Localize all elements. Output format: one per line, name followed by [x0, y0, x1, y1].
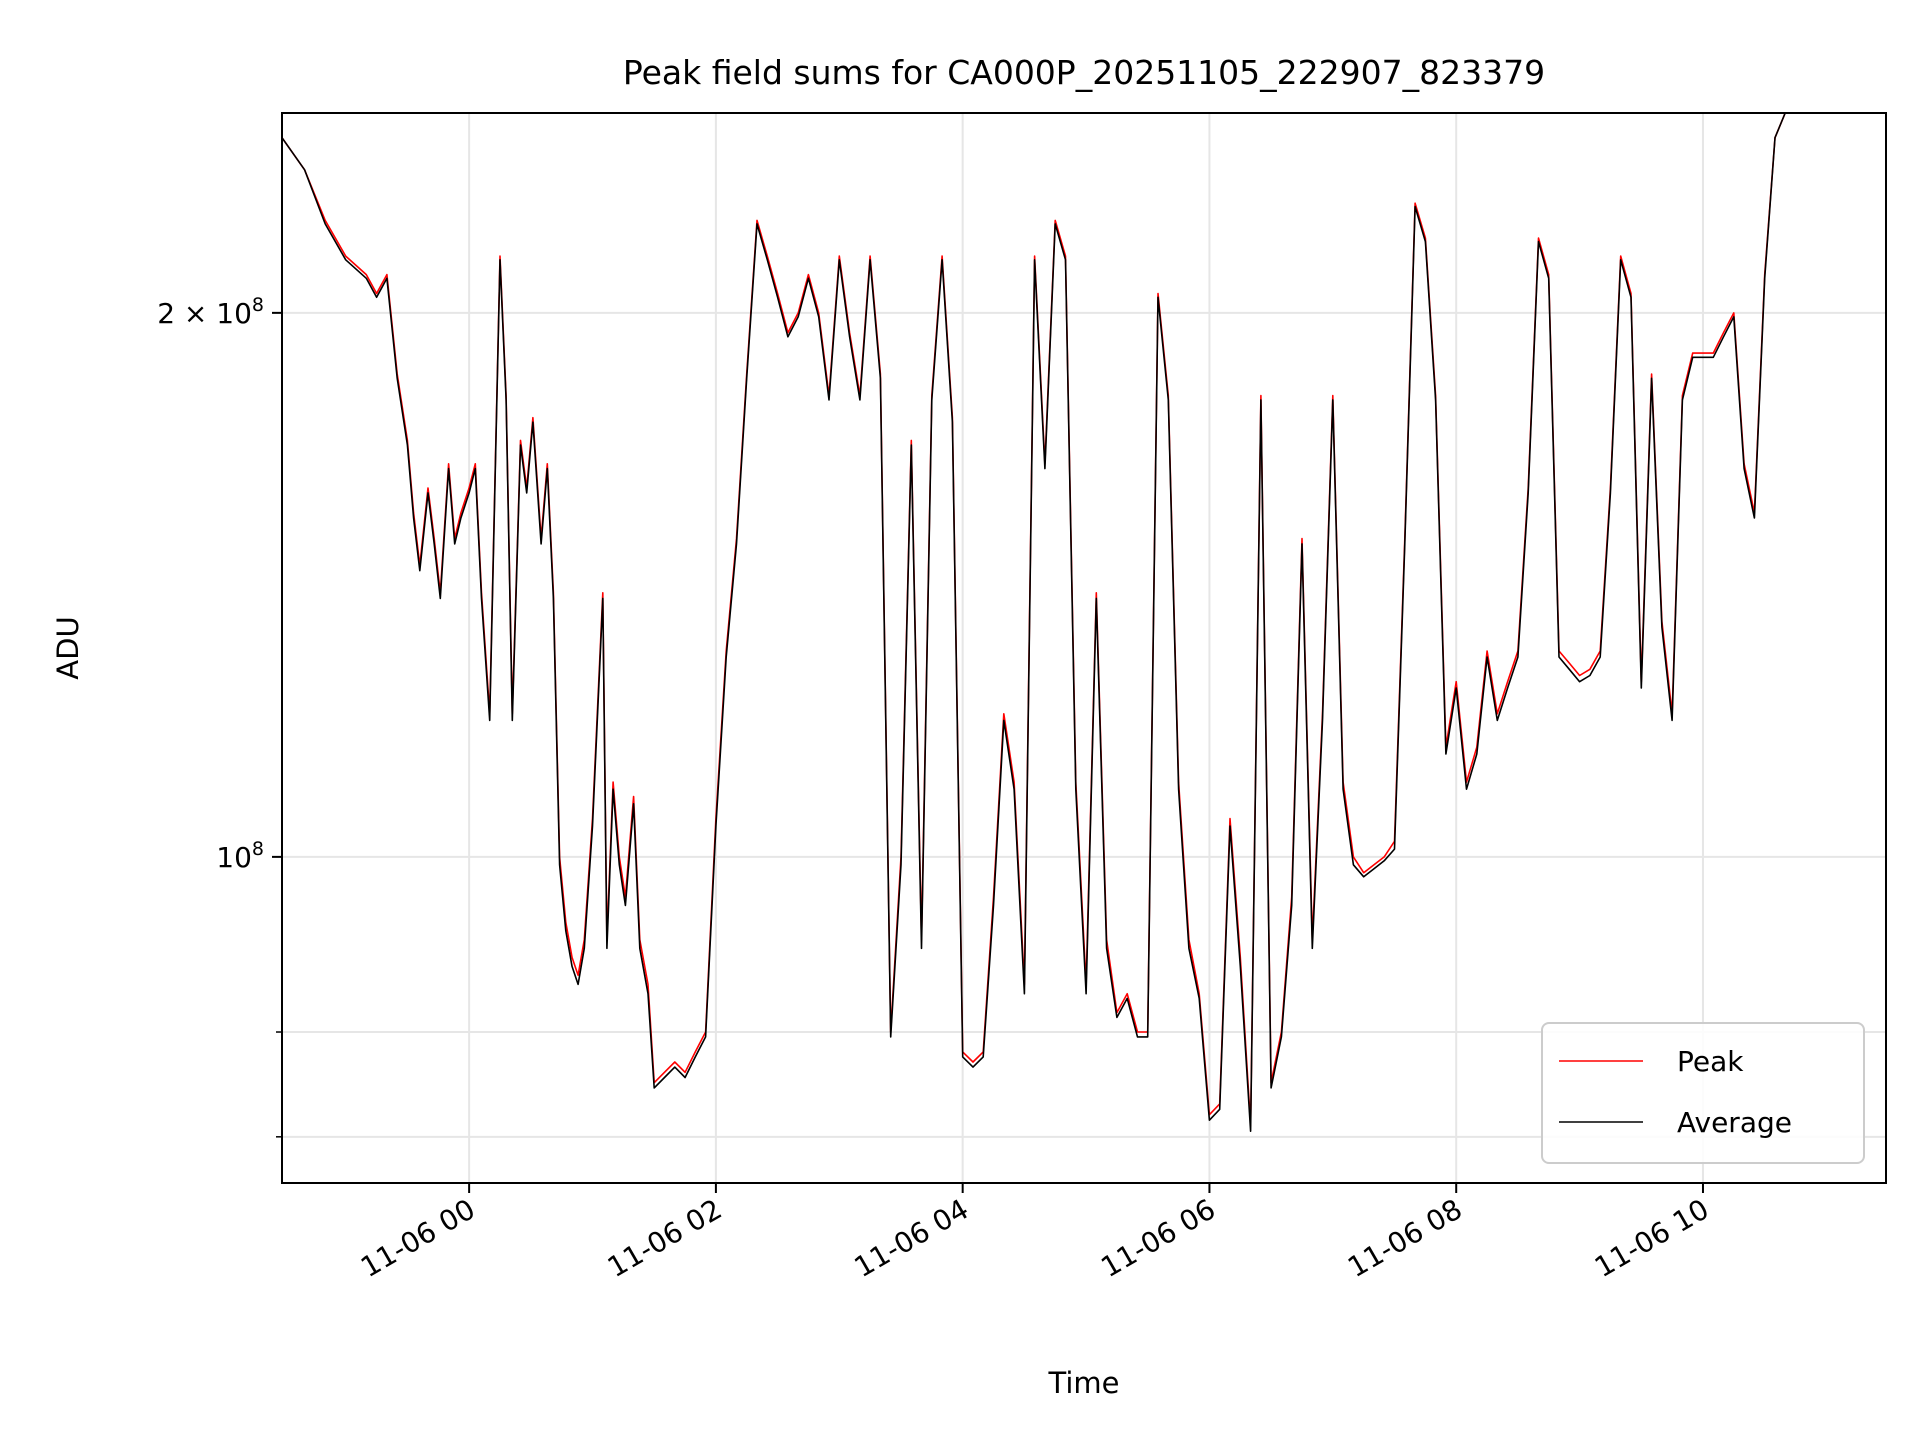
plot-area	[282, 113, 1786, 1132]
plot-frame	[281, 112, 1887, 1184]
y-axis-label: ADU	[51, 616, 85, 679]
y-tick-label: 108	[216, 838, 264, 874]
chart-title: Peak field sums for CA000P_20251105_2229…	[623, 53, 1545, 92]
y-axis: 108 2 × 108	[157, 294, 282, 1138]
y-tick-label: 2 × 108	[157, 294, 264, 330]
series-line-average	[282, 113, 1786, 1132]
legend: Peak Average	[1541, 1022, 1865, 1164]
legend-label-peak: Peak	[1677, 1045, 1744, 1078]
legend-box	[1541, 1022, 1865, 1164]
x-axis-label: Time	[1048, 1366, 1120, 1400]
series-lines	[282, 113, 1786, 1132]
legend-label-average: Average	[1677, 1106, 1792, 1139]
